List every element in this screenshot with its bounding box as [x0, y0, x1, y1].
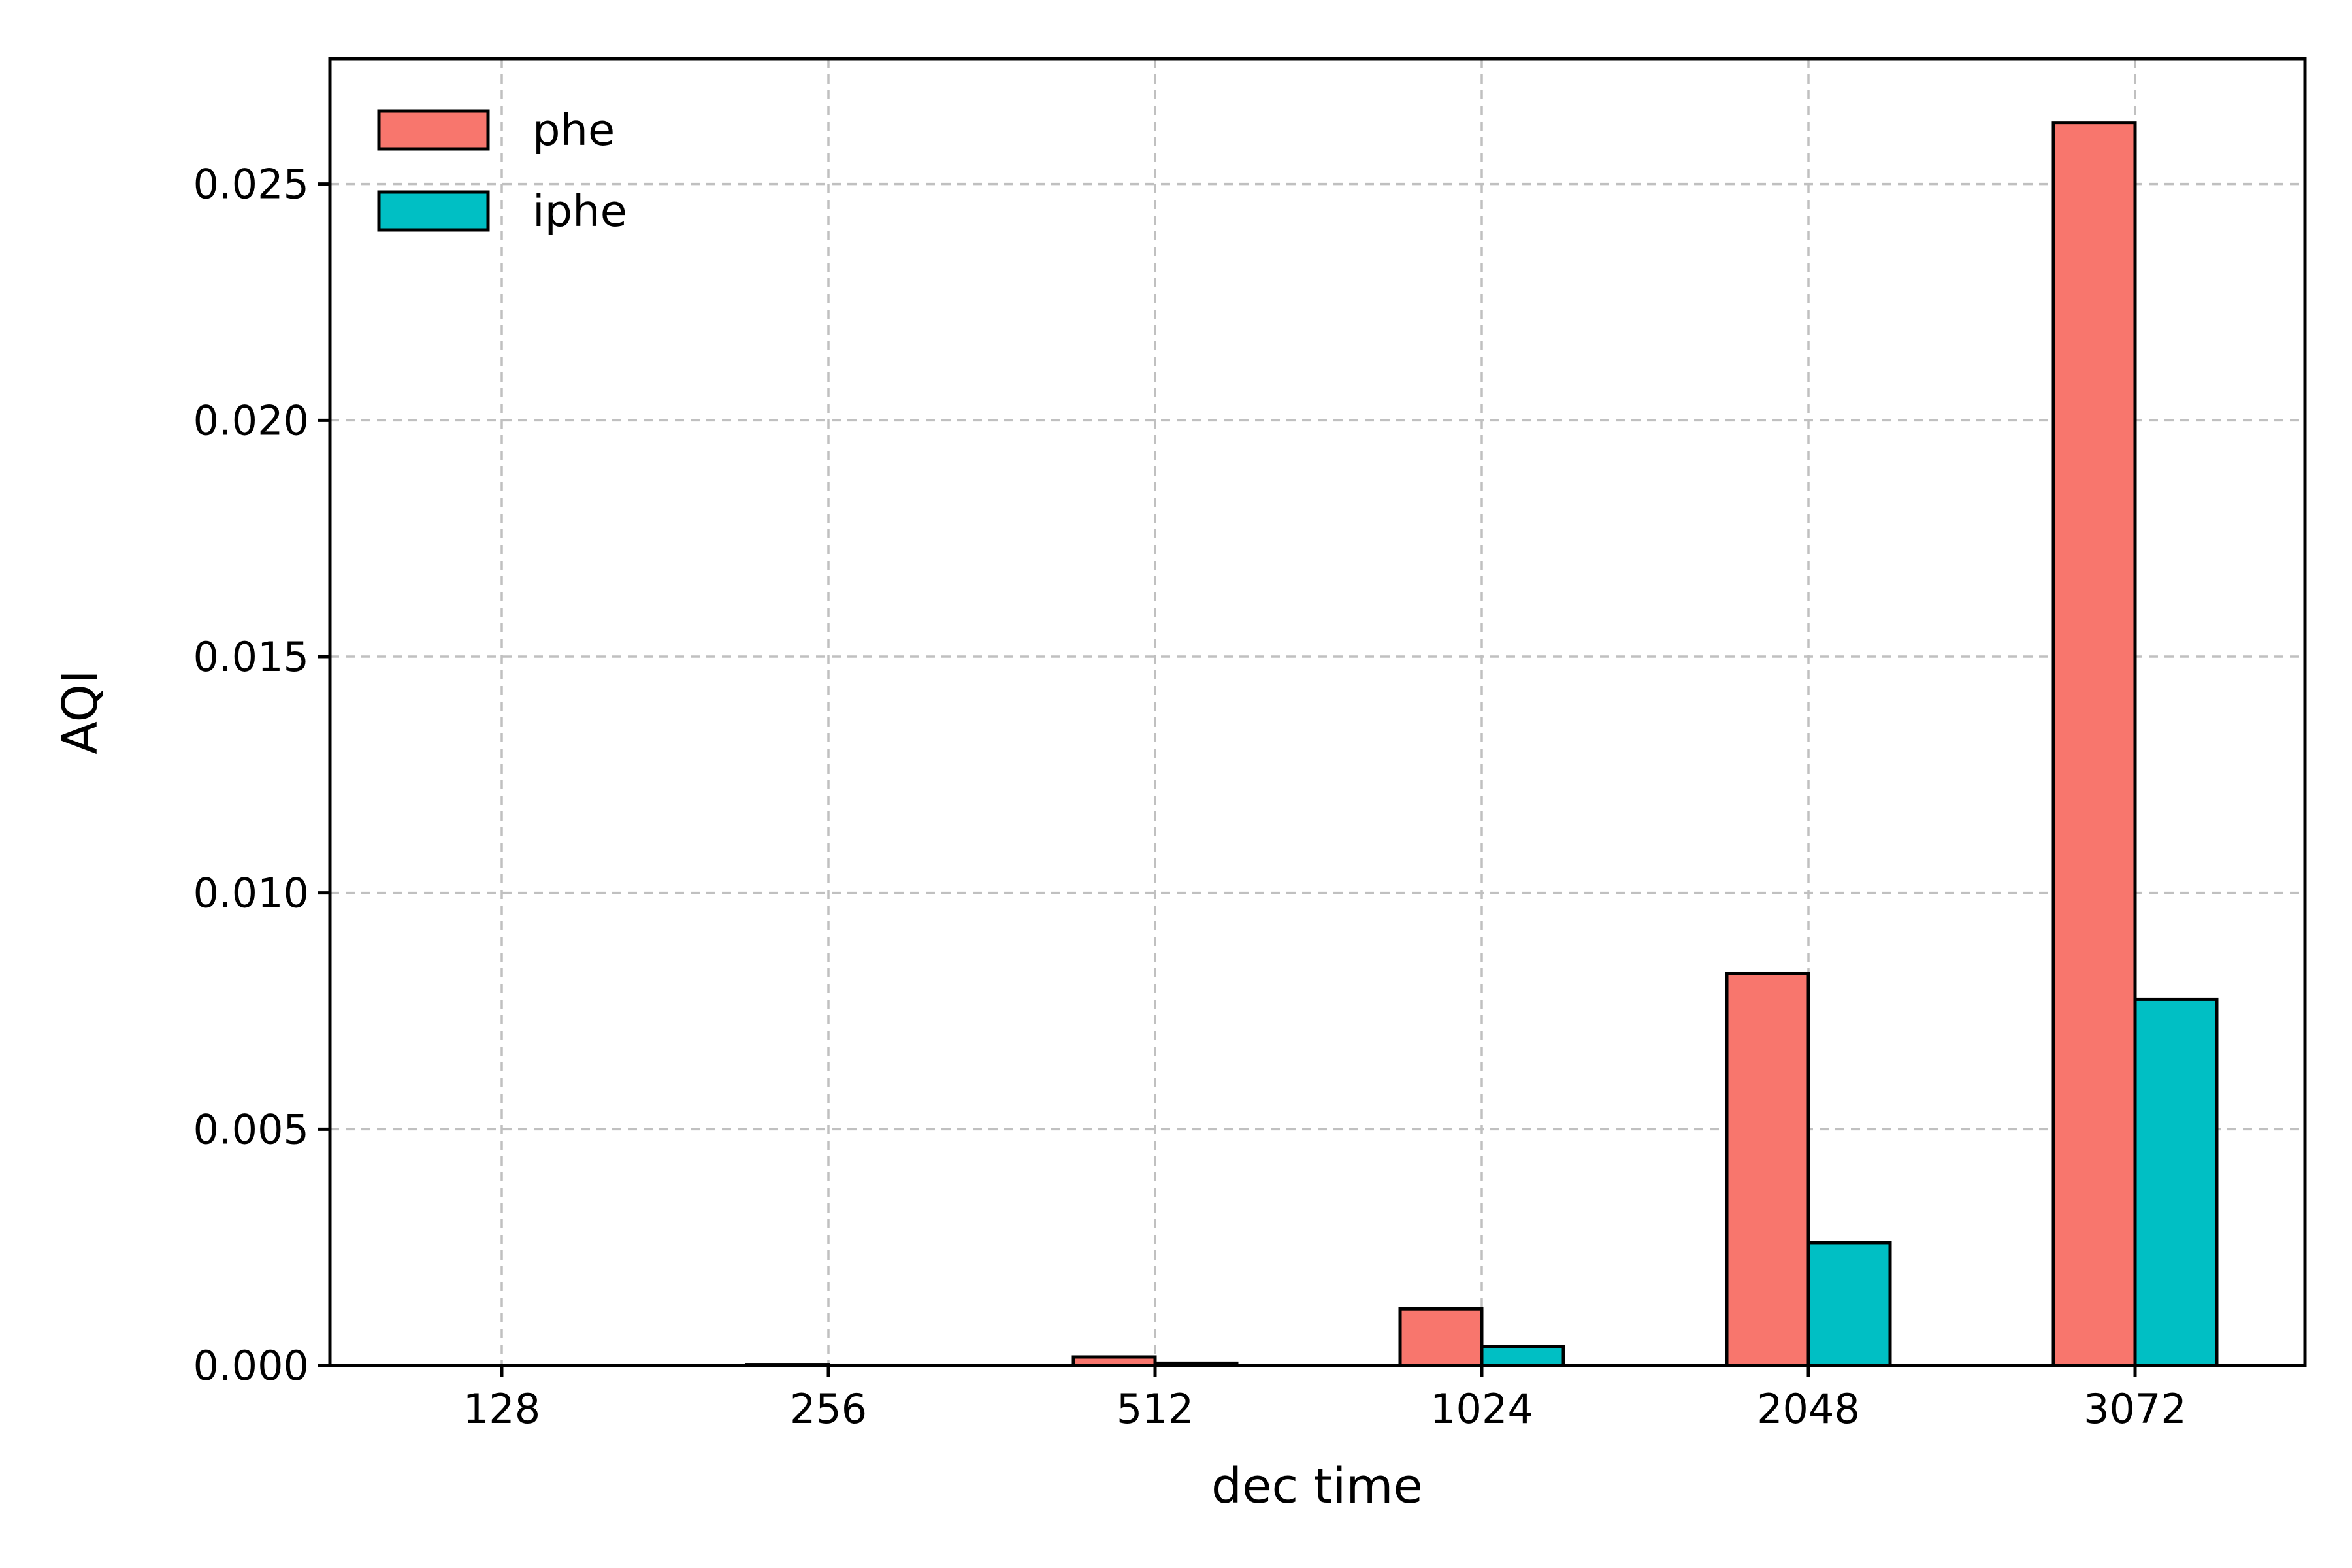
legend-swatch-iphe	[377, 190, 490, 232]
bar-iphe-1024	[1480, 1345, 1565, 1367]
legend: phe iphe	[377, 105, 627, 237]
plot-frame	[328, 57, 2307, 1367]
y-axis-label: AQI	[52, 670, 108, 754]
x-tick-label: 1024	[1430, 1385, 1533, 1433]
y-tick-label: 0.005	[193, 1105, 310, 1153]
bar-iphe-3072	[2133, 997, 2219, 1367]
x-axis: 128 256 512 1024 2048 3072	[463, 1365, 2187, 1433]
x-tick-label: 2048	[1757, 1385, 1860, 1433]
y-tick-label: 0.020	[193, 397, 310, 444]
bar-phe-1024	[1398, 1307, 1484, 1367]
legend-swatch-phe	[377, 109, 490, 151]
x-tick-label: 128	[463, 1385, 540, 1433]
y-tick-label: 0.000	[193, 1342, 310, 1390]
x-axis-label: dec time	[1211, 1458, 1423, 1514]
x-tick-label: 512	[1117, 1385, 1194, 1433]
legend-label-iphe: iphe	[532, 186, 627, 237]
x-tick-label: 256	[790, 1385, 867, 1433]
legend-label-phe: phe	[532, 105, 615, 155]
y-tick-label: 0.015	[193, 633, 310, 681]
y-tick-label: 0.025	[193, 161, 310, 208]
y-axis: 0.000 0.005 0.010 0.015 0.020 0.025	[193, 161, 330, 1390]
bar-phe-3072	[2051, 121, 2137, 1367]
bar-iphe-2048	[1806, 1241, 1892, 1367]
bar-phe-2048	[1725, 972, 1810, 1367]
y-tick-label: 0.010	[193, 870, 310, 917]
x-tick-label: 3072	[2083, 1385, 2187, 1433]
